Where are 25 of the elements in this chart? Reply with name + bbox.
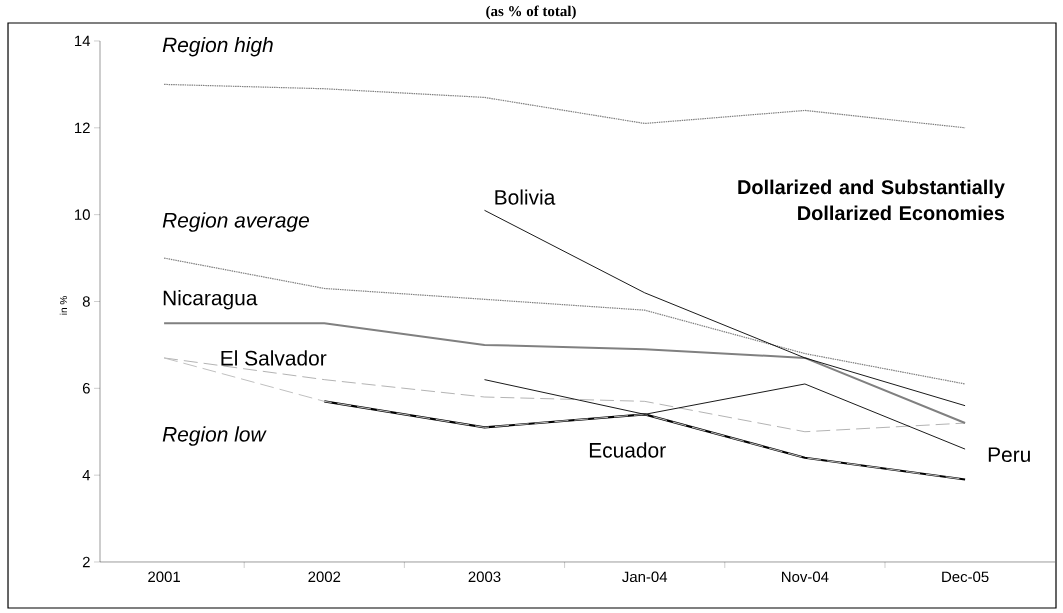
x-tick-label: 2001 (148, 571, 180, 583)
y-axis-title: in % (59, 296, 68, 315)
x-tick-label: Jan-04 (622, 571, 668, 583)
x-tick-label: 2003 (468, 571, 501, 583)
x-tick-label: Dec-05 (942, 571, 989, 583)
series-label: Nicaragua (163, 290, 258, 310)
y-tick-label: 14 (75, 35, 91, 47)
y-tick-label: 4 (82, 470, 91, 481)
y-tick-label: 8 (82, 296, 90, 307)
y-tick-label: 2 (82, 556, 90, 568)
series-label: Region average (162, 212, 309, 232)
x-tick-label: 2002 (308, 571, 341, 583)
y-tick-label: 12 (75, 122, 90, 134)
y-tick-label: 6 (82, 383, 90, 394)
y-tick-label: 10 (75, 209, 90, 220)
line-series (163, 83, 966, 129)
series-label: Region high (162, 36, 273, 57)
series-label: Peru (988, 447, 1030, 463)
x-tick-label: Nov-04 (782, 571, 829, 583)
chart-title: (as % of total) (486, 5, 576, 20)
annotation: Dollarized and Substantially Dollarized Economies (738, 179, 1005, 221)
series-label: El Salvador (221, 350, 327, 366)
series-label: Region low (162, 426, 267, 446)
series-label: Bolivia (495, 189, 556, 205)
series-label: Ecuador (589, 442, 666, 458)
